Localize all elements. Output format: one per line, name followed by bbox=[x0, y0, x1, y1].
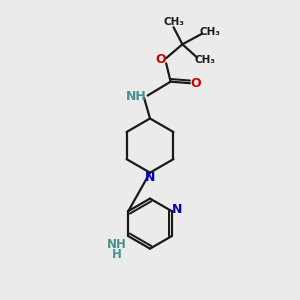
Text: NH: NH bbox=[125, 90, 146, 103]
Text: O: O bbox=[156, 53, 166, 66]
Text: CH₃: CH₃ bbox=[195, 55, 216, 65]
Text: N: N bbox=[172, 203, 182, 216]
Text: H: H bbox=[112, 248, 122, 262]
Text: NH: NH bbox=[107, 238, 127, 251]
Text: O: O bbox=[190, 77, 201, 90]
Text: CH₃: CH₃ bbox=[163, 17, 184, 27]
Text: CH₃: CH₃ bbox=[199, 27, 220, 37]
Text: N: N bbox=[145, 172, 155, 184]
